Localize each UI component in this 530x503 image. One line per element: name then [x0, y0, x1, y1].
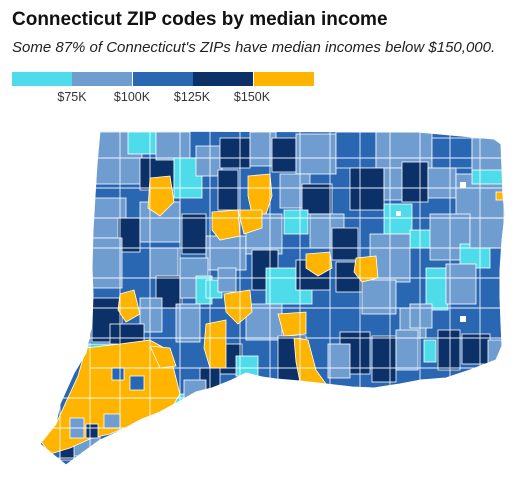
state-outline [39, 130, 506, 466]
zip-region [423, 339, 437, 363]
zip-region [247, 173, 273, 215]
zip-region [149, 247, 179, 279]
connecticut-zip-map [39, 130, 506, 466]
zip-region [181, 213, 207, 255]
zip-region [117, 289, 141, 323]
legend-label-100k: $100K [113, 90, 151, 104]
zip-region [139, 297, 163, 333]
zip-region [409, 229, 433, 249]
zip-region [437, 329, 461, 371]
zip-region [129, 375, 145, 391]
zip-region [461, 333, 491, 365]
zip-region [147, 175, 175, 217]
zip-region [149, 345, 177, 369]
zip-region [349, 167, 385, 211]
zip-region [111, 367, 125, 381]
zip-region [283, 209, 309, 235]
legend-bar [12, 72, 314, 86]
zip-region [217, 267, 237, 293]
zip-region [217, 169, 239, 211]
zip-region [409, 303, 433, 329]
zip-region [383, 203, 413, 235]
zip-region [211, 209, 241, 241]
zip-region [361, 279, 397, 315]
zip-region [471, 137, 505, 173]
zip-region [103, 413, 121, 429]
zip-region [401, 161, 429, 203]
zip-region [223, 289, 253, 325]
zip-region [305, 251, 333, 277]
legend-label-125k: $125K [173, 90, 211, 104]
zip-region [371, 335, 397, 383]
zip-region [183, 379, 207, 403]
legend-swatch-3 [132, 72, 193, 86]
zip-region [327, 343, 351, 379]
legend-label-75k: $75K [57, 90, 87, 104]
zip-region [331, 227, 359, 261]
zip-region [155, 131, 191, 161]
zip-region [295, 133, 337, 175]
zip-region [277, 311, 307, 337]
zip-region [469, 217, 505, 249]
legend-swatch-4 [193, 72, 254, 86]
zip-region [335, 131, 377, 169]
subtitle: Some 87% of Connecticut's ZIPs have medi… [12, 39, 496, 56]
zip-region [127, 131, 157, 155]
no-data-zip [396, 211, 401, 216]
legend-swatch-2 [72, 72, 133, 86]
zip-region [383, 167, 405, 201]
zip-region [91, 237, 123, 289]
legend-swatch-1 [12, 72, 72, 86]
zip-region [445, 263, 477, 305]
legend: $75K $100K $125K $150K [12, 72, 314, 108]
no-data-zip [460, 182, 466, 188]
zip-region [431, 137, 473, 169]
zip-region [271, 137, 297, 173]
legend-label-150k: $150K [233, 90, 271, 104]
zip-region [301, 183, 333, 215]
zip-region [85, 423, 99, 439]
zip-region [395, 329, 419, 371]
zip-region [471, 169, 505, 185]
page-title: Connecticut ZIP codes by median income [12, 9, 388, 30]
zip-regions [40, 131, 505, 465]
zip-region [427, 167, 457, 199]
zip-region [219, 137, 251, 169]
zip-region [237, 209, 263, 235]
no-data-zip [460, 316, 466, 322]
legend-swatch-5 [253, 72, 314, 86]
